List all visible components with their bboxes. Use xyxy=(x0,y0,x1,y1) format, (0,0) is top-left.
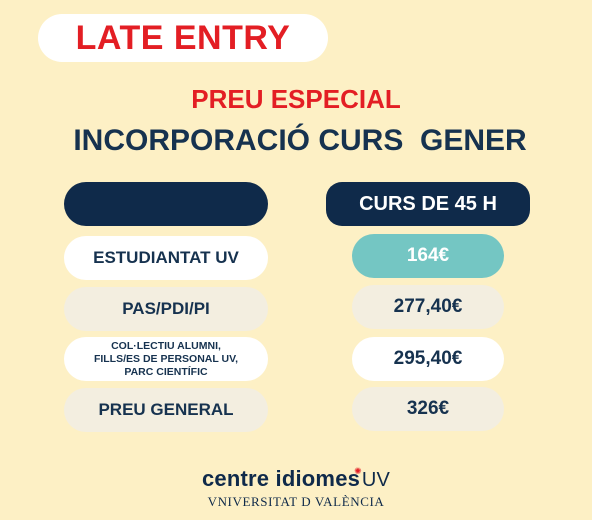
logo-brand-suffix: UV xyxy=(361,469,391,491)
row-label-preu-general: PREU GENERAL xyxy=(64,388,268,432)
row-price-alumni: 295,40€ xyxy=(352,337,504,381)
row-price-text: 277,40€ xyxy=(393,296,463,317)
table-header-course: CURS DE 45 H xyxy=(326,182,530,226)
logo-brand: centre idiomes✺UV xyxy=(0,466,592,492)
january-course-heading: INCORPORACIÓ CURS GENER xyxy=(73,124,527,157)
university-name: VNIVERSITAT D VALÈNCIA xyxy=(207,494,385,509)
row-price-estudiantat: 164€ xyxy=(352,234,504,278)
special-price-heading: PREU ESPECIAL xyxy=(191,84,401,114)
row-label-alumni: COL·LECTIU ALUMNI, FILLS/ES DE PERSONAL … xyxy=(64,337,268,381)
row-price-text: 164€ xyxy=(406,245,450,266)
row-label-text: PAS/PDI/PI xyxy=(122,299,210,318)
row-label-text: COL·LECTIU ALUMNI, FILLS/ES DE PERSONAL … xyxy=(93,339,239,378)
table-header-course-label: CURS DE 45 H xyxy=(359,192,497,215)
sun-accent-icon: ✺ xyxy=(354,466,362,476)
row-label-text: ESTUDIANTAT UV xyxy=(93,248,239,267)
late-entry-text: LATE ENTRY xyxy=(75,18,291,57)
row-label-text: PREU GENERAL xyxy=(98,400,234,419)
row-price-preu-general: 326€ xyxy=(352,387,504,431)
row-label-estudiantat: ESTUDIANTAT UV xyxy=(64,236,268,280)
logo-brand-text: centre idiomes xyxy=(201,466,361,491)
late-entry-badge: LATE ENTRY xyxy=(38,14,328,62)
table-header-left xyxy=(64,182,268,226)
row-label-pas-pdi-pi: PAS/PDI/PI xyxy=(64,287,268,331)
row-price-text: 295,40€ xyxy=(393,348,463,369)
row-price-text: 326€ xyxy=(406,398,450,419)
row-price-pas-pdi-pi: 277,40€ xyxy=(352,285,504,329)
centre-idiomes-logo: centre idiomes✺UV VNIVERSITAT D VALÈNCIA xyxy=(0,466,592,510)
